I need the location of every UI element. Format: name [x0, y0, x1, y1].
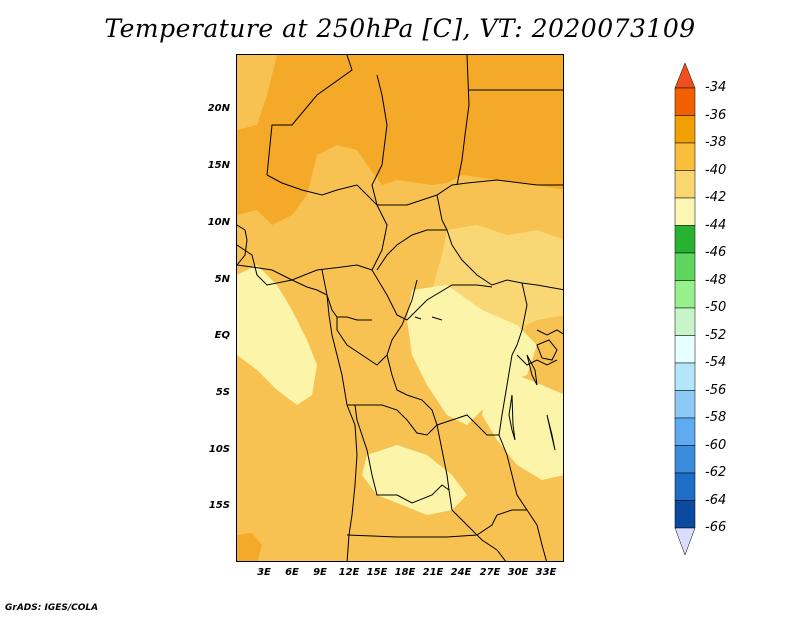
field-sw-warm	[237, 533, 262, 561]
y-tick-label: EQ	[214, 330, 230, 341]
colorbar-swatch	[674, 87, 696, 116]
field-north-patch	[512, 55, 563, 90]
colorbar-label: -56	[705, 382, 727, 398]
colorbar-label: -38	[705, 135, 727, 150]
credit-text: GrADS: IGES/COLA	[5, 603, 99, 613]
x-tick-label: 9E	[313, 567, 327, 578]
colorbar-bottom-arrow	[674, 527, 696, 556]
colorbar-swatch	[674, 335, 696, 364]
x-tick-label: 30E	[507, 567, 529, 578]
colorbar-label: -50	[705, 300, 727, 315]
colorbar-swatch	[674, 472, 696, 501]
x-tick-label: 6E	[285, 567, 299, 578]
colorbar-label: -58	[705, 410, 727, 425]
colorbar-swatch	[674, 142, 696, 171]
x-tick-label: 18E	[394, 567, 416, 578]
field-band-42-west	[237, 265, 317, 405]
colorbar-label: -66	[705, 520, 727, 535]
country-borders	[237, 55, 563, 561]
y-tick-label: 15S	[208, 500, 230, 511]
colorbar-swatch	[674, 170, 696, 199]
field-band-42-southeast	[482, 375, 563, 480]
colorbar-swatch	[674, 390, 696, 419]
chart-title: Temperature at 250hPa [C], VT: 202007310…	[104, 14, 696, 43]
field-band-42-south	[362, 445, 467, 515]
colorbar-label: -34	[705, 80, 727, 95]
y-tick-label: 5S	[215, 387, 230, 398]
colorbar-top-arrow	[674, 62, 696, 89]
colorbar-label: -44	[705, 217, 727, 233]
colorbar-swatch	[674, 225, 696, 254]
colorbar-label: -60	[705, 437, 727, 453]
field-band-42-center	[407, 285, 537, 425]
x-tick-label: 27E	[479, 567, 501, 578]
colorbar-label: -48	[705, 272, 727, 288]
colorbar-swatch	[674, 362, 696, 391]
temperature-field	[237, 55, 563, 561]
x-tick-label: 33E	[535, 567, 557, 578]
colorbar-swatch	[674, 445, 696, 474]
y-tick-label: 15N	[207, 160, 230, 171]
x-tick-label: 21E	[422, 567, 444, 578]
colorbar-label: -54	[705, 355, 727, 370]
colorbar-label: -62	[705, 465, 727, 480]
x-tick-label: 12E	[338, 567, 360, 578]
y-tick-label: 10N	[207, 217, 230, 228]
colorbar	[674, 62, 696, 556]
x-tick-label: 24E	[450, 567, 472, 578]
colorbar-swatch	[674, 500, 696, 529]
field-north-warm	[237, 55, 563, 225]
colorbar-label: -52	[705, 327, 727, 343]
colorbar-label: -64	[705, 492, 727, 508]
y-tick-label: 20N	[207, 103, 230, 114]
y-tick-label: 5N	[214, 274, 230, 285]
colorbar-swatch	[674, 115, 696, 144]
colorbar-swatch	[674, 280, 696, 309]
x-tick-label: 3E	[257, 567, 271, 578]
colorbar-label: -46	[705, 245, 727, 260]
colorbar-swatch	[674, 307, 696, 336]
colorbar-label: -40	[705, 162, 727, 178]
colorbar-swatch	[674, 252, 696, 281]
y-tick-label: 10S	[208, 444, 230, 455]
colorbar-swatches	[674, 87, 696, 529]
colorbar-swatch	[674, 197, 696, 226]
colorbar-label: -42	[705, 190, 727, 205]
x-tick-label: 15E	[366, 567, 388, 578]
colorbar-swatch	[674, 417, 696, 446]
colorbar-label: -36	[705, 107, 727, 123]
map-panel	[236, 54, 564, 562]
